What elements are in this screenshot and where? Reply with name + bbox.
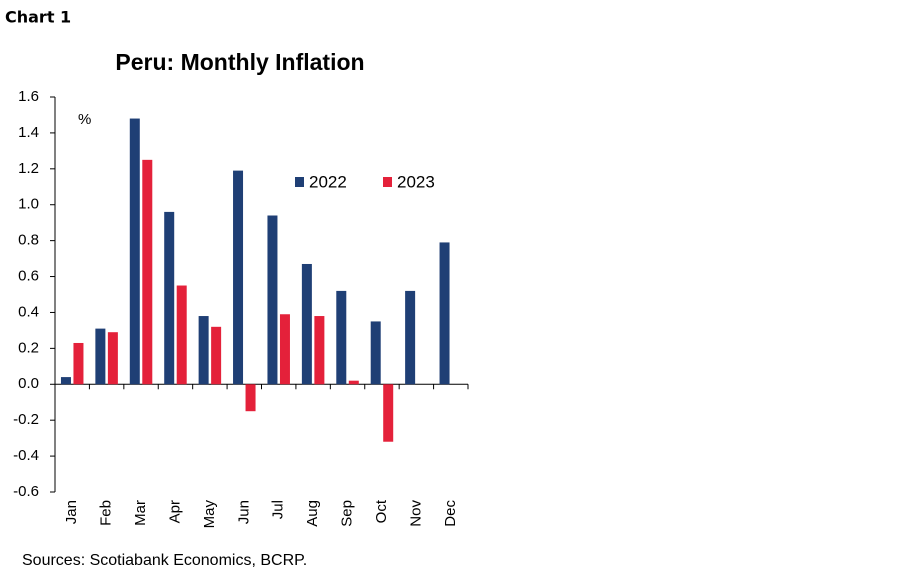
y-tick-label: -0.4 (13, 447, 39, 464)
bar (107, 332, 118, 385)
legend-label: 2023 (397, 172, 435, 191)
x-tick-label: Oct (373, 499, 390, 523)
legend-swatch (295, 177, 304, 187)
y-tick-label: 1.6 (18, 88, 39, 105)
bar (142, 159, 153, 385)
legend-label: 2022 (309, 172, 347, 191)
source: Sources: Scotiabank Economics, BCRP. (22, 552, 307, 569)
x-tick-label: May (201, 500, 218, 529)
bar (211, 326, 222, 385)
x-tick-label: Mar (132, 500, 149, 526)
bar (60, 377, 71, 385)
bar (233, 170, 244, 385)
legend-swatch (383, 177, 392, 187)
y-tick-label: 1.0 (18, 196, 39, 213)
bar (198, 316, 209, 385)
bar (164, 211, 175, 385)
x-tick-label: Sep (339, 500, 356, 527)
y-tick-label: 1.4 (18, 124, 39, 141)
x-tick-label: Nov (407, 500, 424, 527)
y-tick-label: 0.0 (18, 375, 39, 392)
bar (279, 314, 290, 385)
bar (245, 384, 256, 412)
x-tick-label: Aug (304, 500, 321, 527)
bar (439, 242, 450, 385)
bar (314, 316, 325, 385)
bar (301, 263, 312, 385)
y-tick-label: 1.2 (18, 160, 39, 177)
bar (370, 321, 381, 385)
bar (405, 290, 416, 385)
bar (348, 380, 359, 385)
x-tick-label: Jul (270, 500, 287, 519)
x-tick-label: Apr (166, 500, 183, 523)
chart-title: Peru: Monthly Inflation (115, 49, 364, 75)
x-tick-label: Jan (63, 500, 80, 524)
bar (267, 215, 278, 385)
bar (95, 328, 106, 385)
y-tick-label: -0.6 (13, 483, 39, 500)
x-tick-label: Jun (235, 500, 252, 524)
y-tick-label: 0.4 (18, 303, 39, 320)
bar (73, 342, 84, 385)
y-unit-label: % (78, 111, 91, 128)
x-tick-label: Dec (442, 500, 459, 527)
y-tick-label: -0.2 (13, 411, 39, 428)
bar (129, 118, 140, 385)
y-tick-label: 0.8 (18, 232, 39, 249)
bar (336, 290, 347, 385)
chart-label: Chart 1 (5, 8, 71, 27)
bar (176, 285, 187, 385)
bar (383, 384, 394, 442)
y-tick-label: 0.6 (18, 268, 39, 285)
y-tick-label: 0.2 (18, 339, 39, 356)
x-tick-label: Feb (98, 500, 115, 526)
